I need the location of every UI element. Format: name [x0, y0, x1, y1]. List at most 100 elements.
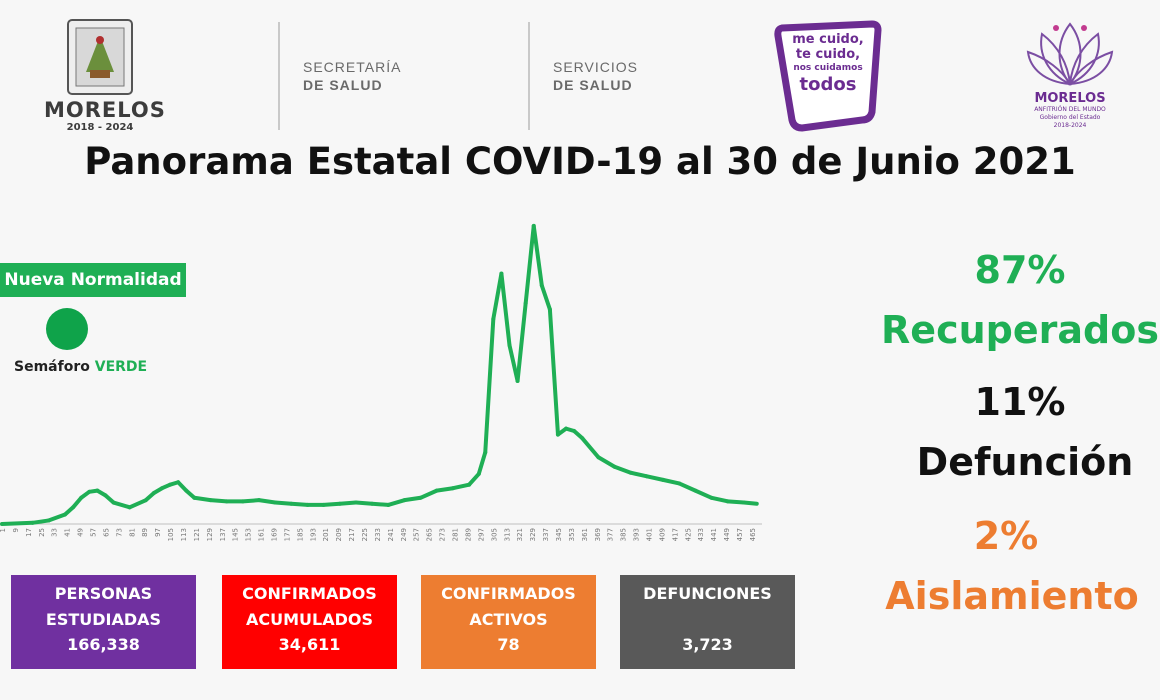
servicios-logo-text: SERVICIOS DE SALUD [553, 58, 638, 94]
series-line-segment [240, 498, 261, 504]
semaforo-light-icon [46, 308, 88, 350]
x-tick-label: 377 [607, 528, 615, 541]
card-label-line1: DEFUNCIONES [643, 584, 772, 603]
x-tick-label: 209 [335, 528, 343, 541]
card-value: 166,338 [67, 635, 140, 654]
x-tick-label: 249 [400, 528, 408, 541]
series-line-segment [256, 498, 278, 505]
x-tick-label: 225 [361, 528, 369, 541]
x-tick-label: 257 [413, 528, 421, 541]
card-label: CONFIRMADOS ACTIVOS [421, 581, 596, 633]
x-tick-label: 457 [736, 528, 744, 541]
secretaria-logo-text: SECRETARÍA DE SALUD [303, 58, 401, 94]
x-tick-label: 1 [0, 528, 7, 532]
series-line-segment [547, 307, 560, 437]
x-tick-label: 41 [64, 528, 72, 537]
secretaria-line1: SECRETARÍA [303, 59, 402, 75]
semaforo-label-text: Semáforo [14, 359, 90, 375]
x-tick-label: 121 [193, 528, 201, 541]
x-tick-label: 417 [671, 528, 679, 541]
morelos-lotus-icon [1026, 22, 1114, 86]
x-tick-label: 401 [645, 528, 653, 541]
x-tick-label: 177 [283, 528, 291, 541]
series-line-segment [693, 488, 714, 500]
x-tick-label: 73 [115, 528, 123, 537]
x-tick-label: 337 [542, 528, 550, 541]
series-line-segment [725, 499, 746, 505]
header-divider [528, 22, 530, 130]
x-tick-label: 433 [697, 528, 705, 541]
x-tick-label: 297 [477, 528, 485, 541]
x-tick-label: 409 [658, 528, 666, 541]
card-confirmados-acumulados: CONFIRMADOS ACUMULADOS 34,611 [222, 575, 397, 669]
series-line-segment [71, 495, 84, 510]
series-line-segment [402, 495, 423, 503]
series-line-segment [192, 495, 213, 503]
morelos-years: 2018 - 2024 [66, 122, 134, 133]
series-line-segment [273, 500, 294, 506]
series-line-segment [289, 501, 310, 507]
series-line-segment [499, 271, 512, 348]
series-line-segment [580, 436, 601, 460]
card-label-line1: CONFIRMADOS [441, 584, 576, 603]
x-tick-label: 113 [180, 528, 188, 541]
x-tick-labels: 1 9 17 25 33 41 49 57 65 73 81 89 97 105 113 121 129 137 1… [0, 528, 757, 541]
x-tick-label: 425 [684, 528, 692, 541]
x-tick-label: 385 [620, 528, 628, 541]
series-line-segment [46, 512, 68, 523]
series-line-segment [450, 482, 472, 491]
series-line-segment [0, 520, 35, 526]
campaign-line1: me cuido, [792, 32, 864, 47]
card-defunciones: DEFUNCIONES 3,723 [620, 575, 795, 669]
x-tick-label: 201 [322, 528, 330, 541]
x-tick-label: 81 [128, 528, 136, 537]
x-tick-label: 105 [167, 528, 175, 541]
card-label-line2: ACTIVOS [469, 610, 548, 629]
gov-logo-sub1: Gobierno del Estado [1039, 114, 1101, 121]
campaign-line3: nos cuidamos [793, 63, 863, 73]
x-tick-label: 161 [258, 528, 266, 541]
recuperados-label: Recuperados [881, 308, 1159, 352]
card-label-line1: CONFIRMADOS [242, 584, 377, 603]
series-line-segment [370, 501, 391, 507]
series-line-segment [531, 223, 544, 288]
series-line-segment [483, 316, 496, 455]
card-label: CONFIRMADOS ACUMULADOS [222, 581, 397, 633]
x-tick-label: 281 [452, 528, 460, 541]
series-line-segment [30, 518, 51, 525]
x-tick-label: 169 [271, 528, 279, 541]
x-tick-label: 193 [309, 528, 317, 541]
series-line-segment [596, 455, 617, 469]
series-line-segment [208, 498, 229, 504]
gov-logo-tagline: ANFITRIÓN DEL MUNDO [1034, 106, 1106, 113]
x-tick-label: 129 [206, 528, 214, 541]
series-line-segment [434, 486, 455, 493]
x-tick-label: 329 [529, 528, 537, 541]
series-line-segment [127, 498, 148, 510]
x-tick-label: 273 [439, 528, 447, 541]
x-tick-label: 233 [374, 528, 382, 541]
x-tick-label: 441 [710, 528, 718, 541]
x-tick-label: 89 [141, 528, 149, 537]
series-line-segment [677, 481, 698, 493]
series-line-segment [515, 301, 528, 383]
x-tick-label: 361 [581, 528, 589, 541]
campaign-text: me cuido, te cuido, nos cuidamos todos [780, 32, 876, 96]
campaign-line4: todos [799, 74, 857, 95]
morelos-name: MORELOS [44, 98, 166, 122]
x-tick-label: 353 [568, 528, 576, 541]
card-confirmados-activos: CONFIRMADOS ACTIVOS 78 [421, 575, 596, 669]
x-tick-label: 97 [154, 528, 162, 537]
recuperados-percent: 87% [974, 248, 1066, 292]
aislamiento-label: Aislamiento [885, 574, 1139, 618]
header-logos: MORELOS 2018 - 2024 SECRETARÍA DE SALUD … [0, 0, 1160, 140]
x-tick-label: 145 [232, 528, 240, 541]
x-tick-label: 369 [594, 528, 602, 541]
nueva-normalidad-badge: Nueva Normalidad [0, 263, 186, 297]
series-line-segment [321, 501, 342, 507]
x-tick-label: 153 [245, 528, 253, 541]
x-tick-label: 345 [555, 528, 563, 541]
series-line-segment [539, 283, 552, 312]
morelos-coat-of-arms-icon [67, 19, 133, 95]
x-tick-label: 57 [90, 528, 98, 537]
